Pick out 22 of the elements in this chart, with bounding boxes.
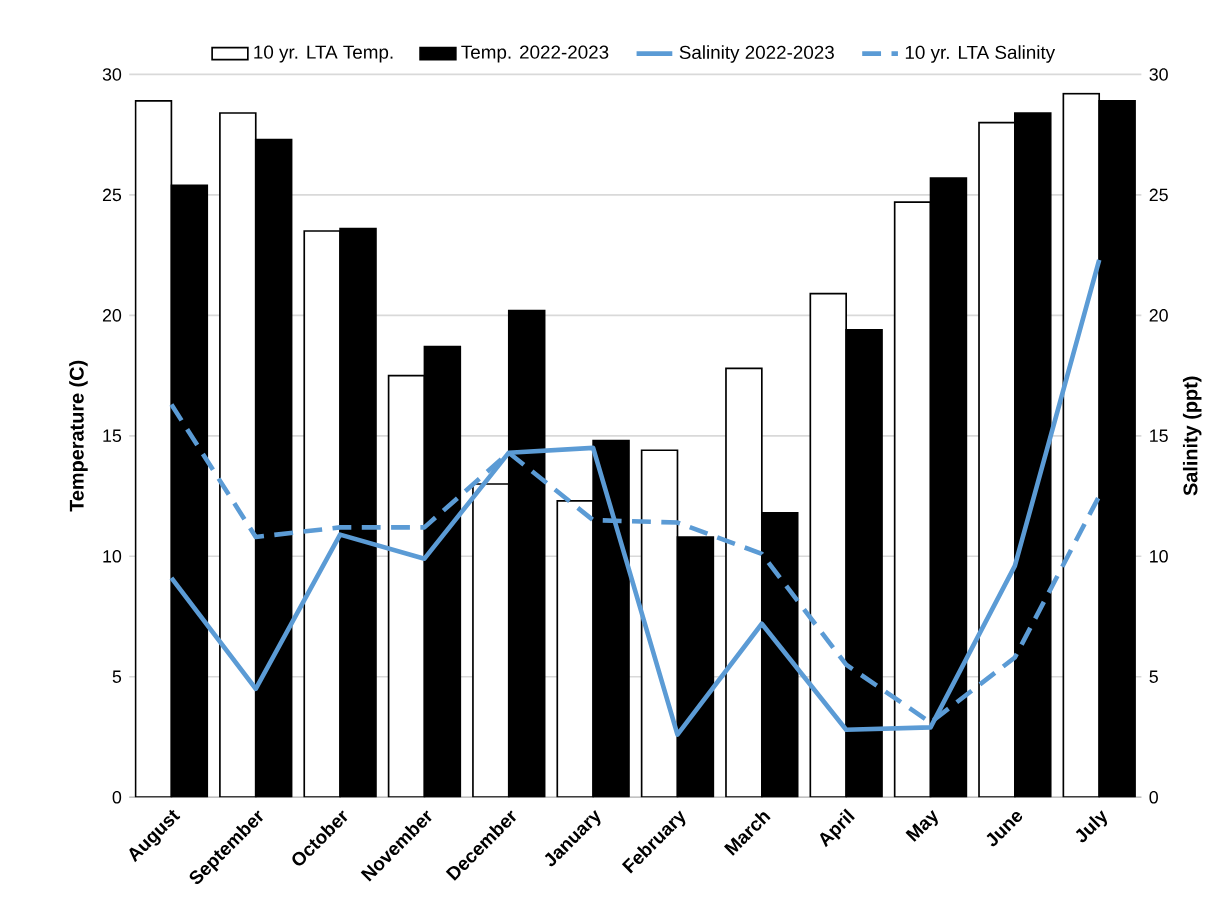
legend-label: Salinity 2022-2023 — [679, 45, 834, 63]
y-tick-label: 10 — [103, 550, 122, 563]
y-tick-label: 15 — [103, 429, 122, 443]
y-tick-label: 20 — [102, 309, 122, 322]
legend-label: Temp. 2022-2023 — [461, 45, 609, 63]
line-series — [169, 257, 1102, 737]
y-tick-label: 5 — [112, 670, 122, 684]
y2-tick-label: 20 — [1149, 309, 1168, 322]
x-tick-label: May — [905, 809, 938, 842]
y2-tick-label: 15 — [1150, 429, 1168, 443]
y-tick-label: 30 — [102, 68, 122, 81]
y2-tick-label: 10 — [1150, 550, 1168, 563]
y-tick-label: 25 — [102, 188, 122, 202]
legend-label: 10 yr. LTA Salinity — [905, 45, 1056, 63]
y2-tick-label: 5 — [1149, 670, 1158, 684]
y-tick-label: 0 — [112, 791, 122, 804]
y2-tick-label: 30 — [1149, 68, 1168, 81]
y2-axis-title: Salinity (ppt) — [1182, 376, 1202, 496]
y-axis-title: Temperature (C) — [69, 360, 88, 512]
legend-label: 10 yr. LTA Temp. — [254, 45, 393, 63]
y2-tick-label: 0 — [1149, 791, 1158, 804]
y2-tick-label: 25 — [1149, 188, 1168, 202]
